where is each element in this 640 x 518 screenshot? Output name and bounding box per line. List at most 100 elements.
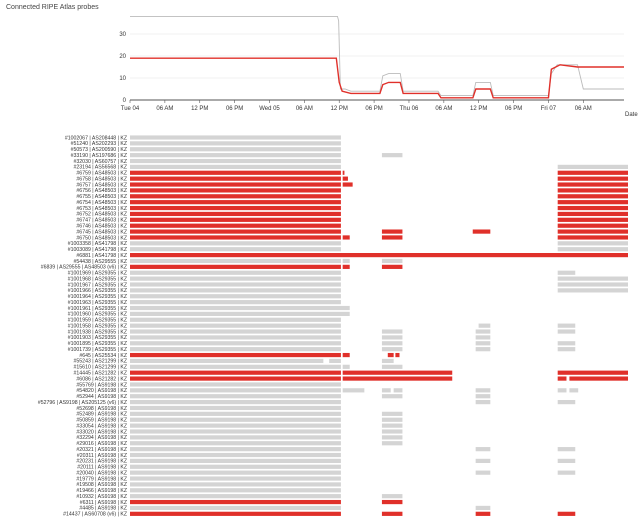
probe-label: #645 | AS25534 | KZ — [79, 353, 127, 359]
probe-bar — [130, 464, 341, 469]
probe-bar — [130, 405, 341, 411]
probe-label: #32030 | AS60757 | KZ — [74, 159, 127, 165]
probe-bar — [130, 200, 341, 205]
probe-bar — [557, 164, 628, 169]
probe-bar — [130, 176, 341, 181]
probe-label: #10932 | AS9198 | KZ — [76, 494, 127, 500]
probe-bar — [557, 176, 628, 181]
probe-bar — [329, 358, 341, 364]
probe-bar — [130, 276, 341, 281]
probe-bar — [130, 253, 628, 258]
x-tick-label: Fri 07 — [541, 106, 557, 112]
probe-label: #19779 | AS9198 | KZ — [76, 476, 127, 482]
probe-bar — [475, 447, 491, 452]
probe-bar — [475, 335, 491, 340]
probe-bar — [557, 370, 628, 375]
probe-bar — [381, 499, 403, 505]
probe-bar — [130, 400, 341, 405]
probe-label: #50859 | AS9198 | KZ — [76, 418, 127, 424]
probe-bar — [130, 341, 341, 346]
probe-label: #1001903 | AS29355 | KZ — [68, 335, 127, 341]
probe-label: #55243 | AS21299 | KZ — [74, 359, 127, 365]
probe-label: #1001968 | AS29355 | KZ — [68, 276, 127, 282]
probe-bar — [130, 394, 341, 399]
probe-label: #33020 | AS9198 | KZ — [76, 429, 127, 435]
probe-label: #6755 | AS48503 | KZ — [76, 194, 127, 200]
probe-bar — [130, 411, 341, 416]
x-tick-label: 12 PM — [191, 106, 208, 112]
probe-label: #20040 | AS9198 | KZ — [76, 470, 127, 476]
probe-bar — [130, 170, 341, 175]
probe-bar — [130, 458, 341, 463]
probe-bar — [557, 229, 628, 234]
y-tick-label: 20 — [119, 54, 126, 60]
probe-bar — [130, 482, 341, 487]
probe-bar — [381, 441, 403, 446]
probe-bar — [130, 447, 341, 452]
probe-bar — [475, 347, 491, 352]
probe-bar — [342, 258, 350, 264]
probe-bar — [130, 435, 341, 440]
probe-label: #32294 | AS9198 | KZ — [76, 435, 127, 441]
probe-label: #6839 | AS29555 | AS48503 (v6) | KZ — [41, 265, 127, 271]
probe-label: #19466 | AS9198 | KZ — [76, 488, 127, 494]
probe-bar — [130, 264, 341, 269]
probe-bar — [475, 329, 491, 334]
probe-bar — [130, 153, 341, 158]
probe-bar — [475, 394, 491, 399]
probe-bar — [557, 341, 576, 346]
probe-label: #51240 | AS202293 | KZ — [71, 141, 127, 147]
probe-bar — [342, 388, 365, 393]
probe-label: #50573 | AS200590 | KZ — [71, 147, 127, 153]
probe-bar — [557, 241, 628, 246]
probe-bar — [342, 352, 350, 358]
probe-bar — [342, 182, 353, 187]
x-tick-label: 06 PM — [226, 106, 243, 112]
probe-bar — [475, 470, 491, 475]
probe-bar — [387, 352, 394, 358]
x-tick-label: Wed 05 — [259, 106, 280, 112]
probe-label: #1001739 | AS29355 | KZ — [68, 347, 127, 353]
probe-label: #33190 | AS197686 | KZ — [71, 153, 127, 159]
probe-label: #29016 | AS9198 | KZ — [76, 441, 127, 447]
probe-bar — [381, 364, 403, 369]
probe-bar — [130, 188, 341, 193]
probe-bar — [130, 494, 341, 499]
y-tick-label: 30 — [119, 32, 126, 38]
probe-label: #23194 | AS56568 | KZ — [74, 165, 127, 171]
probe-bar — [475, 341, 491, 346]
probe-bar — [557, 400, 576, 405]
probe-bar — [130, 158, 341, 164]
probe-label: #52698 | AS9198 | KZ — [76, 406, 127, 412]
probe-bar — [557, 329, 576, 334]
probe-bar — [557, 200, 628, 205]
probe-bar — [381, 358, 394, 364]
x-axis-label: Date — [625, 112, 638, 118]
probe-bar — [130, 135, 341, 140]
probe-bar — [557, 470, 576, 475]
probe-bar — [557, 182, 628, 187]
x-tick-label: 12 PM — [470, 106, 487, 112]
x-tick-label: Thu 06 — [400, 106, 419, 112]
probe-bar — [130, 182, 341, 187]
x-tick-label: 06 AM — [435, 106, 452, 112]
probe-label: #1001963 | AS29355 | KZ — [68, 300, 127, 306]
probe-bar — [557, 282, 628, 287]
probe-bar — [557, 347, 576, 352]
probe-bar — [557, 276, 628, 281]
probe-bar — [395, 352, 400, 358]
probe-bar — [130, 141, 341, 146]
probe-bar — [130, 247, 341, 252]
probe-bar — [557, 447, 576, 452]
probe-label: #6311 | AS9198 | KZ — [80, 500, 127, 506]
probe-bar — [130, 382, 341, 387]
probe-bar — [130, 352, 341, 358]
probe-bar — [381, 388, 391, 393]
probe-bar — [475, 505, 491, 511]
probe-bar — [130, 511, 341, 516]
probe-bar — [130, 317, 341, 322]
probe-bar — [381, 435, 403, 440]
y-tick-label: 10 — [119, 76, 126, 82]
probe-bar — [130, 311, 350, 316]
probe-label: #1001966 | AS29355 | KZ — [68, 288, 127, 294]
